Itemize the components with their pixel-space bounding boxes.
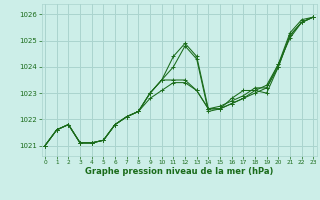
X-axis label: Graphe pression niveau de la mer (hPa): Graphe pression niveau de la mer (hPa): [85, 167, 273, 176]
